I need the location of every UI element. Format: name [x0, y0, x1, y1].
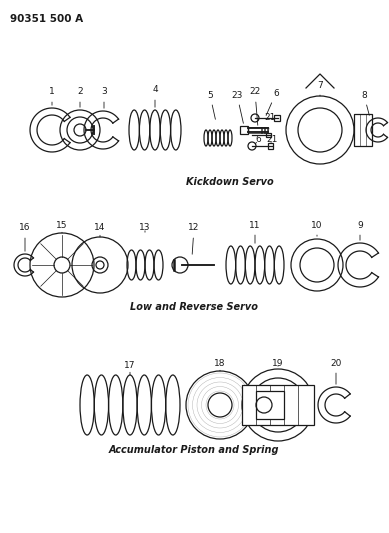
- Text: 17: 17: [124, 360, 136, 375]
- Bar: [266, 133, 271, 137]
- Text: 19: 19: [272, 359, 284, 367]
- Text: 15: 15: [56, 221, 68, 233]
- Text: 8: 8: [361, 91, 369, 115]
- Text: 14: 14: [94, 223, 106, 237]
- Text: Low and Reverse Servo: Low and Reverse Servo: [130, 302, 258, 312]
- Text: 21: 21: [264, 114, 276, 132]
- Bar: [354, 114, 372, 146]
- Bar: [242, 385, 314, 425]
- Circle shape: [96, 261, 104, 269]
- Text: 6: 6: [255, 135, 261, 144]
- Text: 2: 2: [77, 87, 83, 107]
- Text: 16: 16: [19, 223, 31, 251]
- Text: 20: 20: [330, 359, 342, 384]
- Text: 3: 3: [101, 87, 107, 108]
- Text: 22: 22: [249, 87, 261, 125]
- Text: 18: 18: [214, 359, 226, 371]
- Bar: [240, 126, 248, 134]
- Text: 4: 4: [152, 85, 158, 107]
- Text: 7: 7: [317, 80, 323, 96]
- Text: 21: 21: [266, 135, 278, 144]
- Text: 1: 1: [49, 87, 55, 105]
- Text: 6: 6: [266, 88, 279, 116]
- Text: 12: 12: [188, 223, 200, 254]
- Bar: [274, 115, 280, 121]
- Text: 23: 23: [231, 91, 244, 123]
- Text: Kickdown Servo: Kickdown Servo: [186, 177, 274, 187]
- Circle shape: [172, 257, 188, 273]
- Text: 11: 11: [249, 221, 261, 243]
- Text: 5: 5: [207, 91, 216, 119]
- Bar: [268, 143, 273, 149]
- Text: 10: 10: [311, 221, 323, 236]
- Text: Accumulator Piston and Spring: Accumulator Piston and Spring: [109, 445, 279, 455]
- Bar: [256, 391, 284, 419]
- Text: 13: 13: [139, 223, 151, 232]
- Text: 9: 9: [357, 221, 363, 240]
- Text: 90351 500 A: 90351 500 A: [10, 14, 83, 24]
